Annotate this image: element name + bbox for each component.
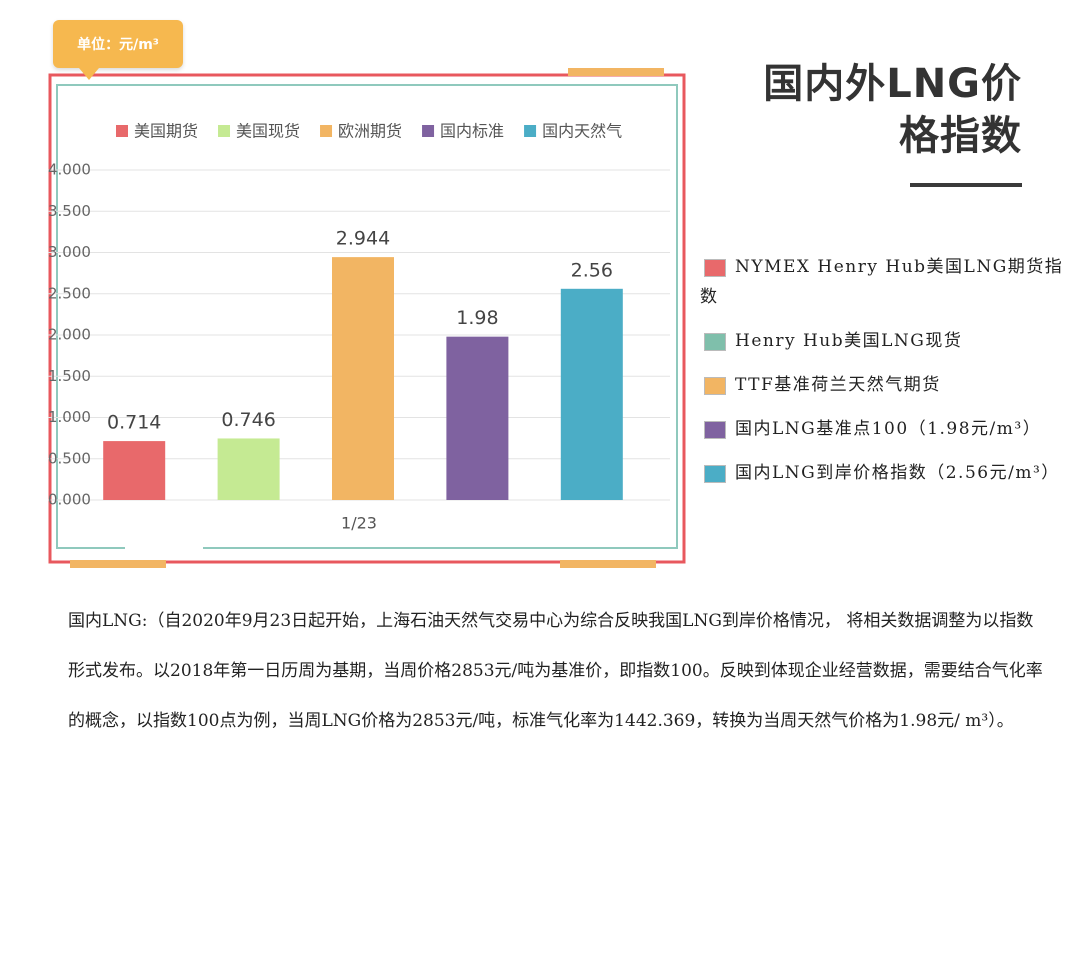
note-text: TTF基准荷兰天然气期货 bbox=[735, 375, 941, 395]
legend-label: 国内标准 bbox=[440, 122, 504, 141]
note-swatch bbox=[704, 465, 726, 483]
y-tick-label: 3.000 bbox=[48, 243, 91, 261]
y-tick-label: 4.000 bbox=[48, 161, 91, 179]
value-label: 1.98 bbox=[456, 307, 498, 329]
note-swatch bbox=[704, 421, 726, 439]
note-text: Henry Hub美国LNG现货 bbox=[735, 331, 963, 351]
decor bbox=[125, 544, 203, 552]
description: 国内LNG:（自2020年9月23日起开始，上海石油天然气交易中心为综合反映我国… bbox=[68, 611, 1043, 731]
y-tick-label: 2.500 bbox=[48, 284, 91, 302]
legend-label: 国内天然气 bbox=[542, 122, 622, 141]
y-tick-label: 0.500 bbox=[48, 449, 91, 467]
legend-label: 美国现货 bbox=[236, 122, 300, 141]
legend-swatch bbox=[524, 125, 537, 137]
decor bbox=[560, 560, 656, 568]
y-tick-label: 1.000 bbox=[48, 408, 91, 426]
note-text: 国内LNG基准点100（1.98元/m³） bbox=[735, 419, 1042, 439]
y-tick-label: 0.000 bbox=[48, 491, 91, 509]
bar bbox=[103, 441, 166, 500]
legend-swatch bbox=[116, 125, 128, 137]
value-label: 0.746 bbox=[221, 409, 275, 431]
note: 国内LNG到岸价格指数（2.56元/m³） bbox=[700, 458, 1072, 488]
chart-frame bbox=[48, 73, 686, 564]
value-label: 2.56 bbox=[571, 259, 613, 281]
value-label: 0.714 bbox=[107, 412, 161, 434]
page-title: 国内外LNG价格指数 bbox=[763, 61, 1022, 159]
legend-swatch bbox=[422, 125, 435, 137]
note-swatch bbox=[704, 259, 726, 277]
decor bbox=[568, 68, 664, 76]
y-tick-label: 1.500 bbox=[48, 367, 91, 385]
bar bbox=[332, 257, 394, 500]
bar bbox=[446, 336, 509, 500]
note-swatch bbox=[704, 333, 726, 351]
note-text: 国内LNG到岸价格指数（2.56元/m³） bbox=[735, 463, 1060, 483]
notes: NYMEX Henry Hub美国LNG期货指数 Henry Hub美国LNG现货… bbox=[700, 252, 1072, 502]
legend-label: 美国期货 bbox=[134, 122, 198, 141]
bar bbox=[560, 288, 623, 500]
note: TTF基准荷兰天然气期货 bbox=[700, 370, 1072, 400]
value-label: 2.944 bbox=[336, 228, 390, 250]
legend-label: 欧洲期货 bbox=[338, 122, 402, 141]
note: NYMEX Henry Hub美国LNG期货指数 bbox=[700, 252, 1072, 312]
title-rule bbox=[910, 183, 1022, 187]
note-swatch bbox=[704, 377, 726, 395]
y-tick-label: 2.000 bbox=[48, 326, 91, 344]
bar bbox=[217, 438, 280, 500]
x-tick-label: 1/23 bbox=[341, 514, 377, 533]
unit-badge: 单位：元/m³ bbox=[53, 20, 183, 80]
note-text: NYMEX Henry Hub美国LNG期货指数 bbox=[700, 257, 1064, 307]
legend-swatch bbox=[218, 125, 231, 137]
note: Henry Hub美国LNG现货 bbox=[700, 326, 1072, 356]
legend-swatch bbox=[320, 125, 333, 137]
y-tick-label: 3.500 bbox=[48, 202, 91, 220]
chart-inner-frame bbox=[56, 84, 678, 549]
note: 国内LNG基准点100（1.98元/m³） bbox=[700, 414, 1072, 444]
decor bbox=[70, 560, 166, 568]
